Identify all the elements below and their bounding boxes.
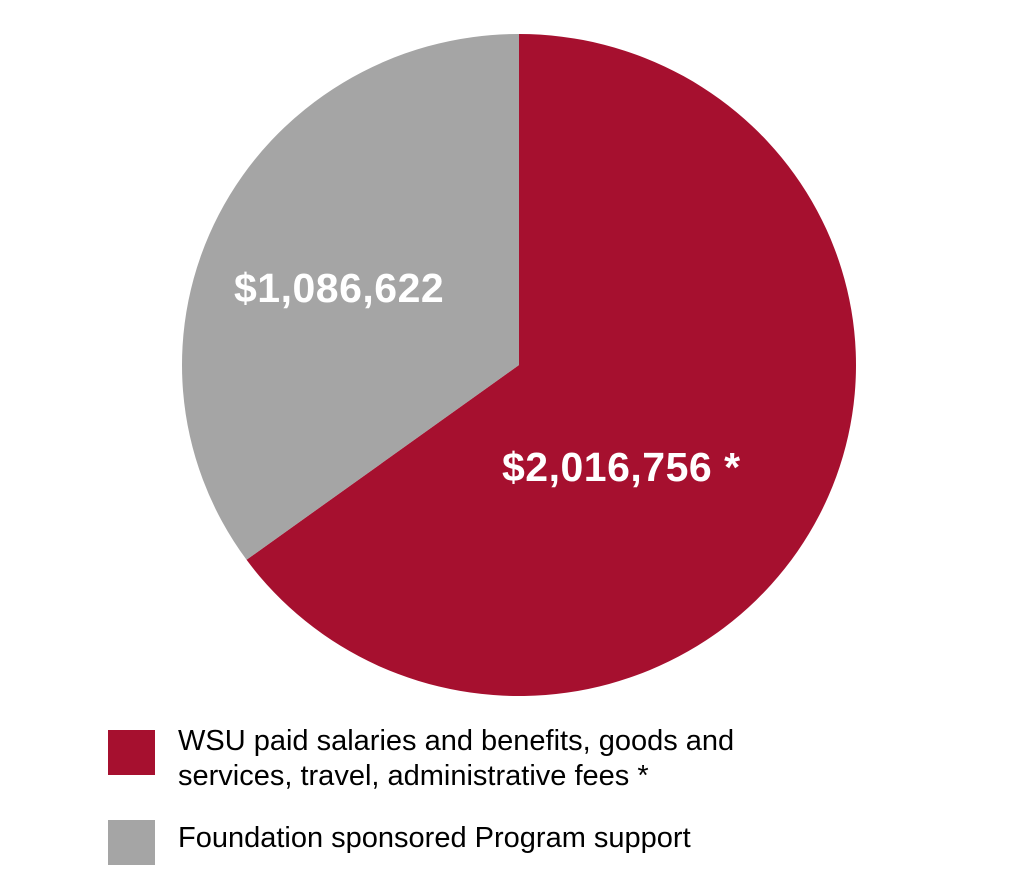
slice-value-foundation: $1,086,622 <box>234 265 445 311</box>
pie-slice-foundation-support <box>182 34 519 560</box>
pie-slice-wsu-paid <box>246 34 857 697</box>
slice-value-wsu: $2,016,756 * <box>502 444 741 490</box>
legend-item-wsu-paid: WSU paid salaries and benefits, goods an… <box>108 725 734 794</box>
legend-item-foundation: Foundation sponsored Program support <box>108 820 691 865</box>
legend-label-line-2: services, travel, administrative fees * <box>178 760 649 792</box>
legend-label-line-1: WSU paid salaries and benefits, goods an… <box>178 725 735 757</box>
legend-label: WSU paid salaries and benefits, goods an… <box>178 724 734 794</box>
legend-swatch-red <box>108 730 155 775</box>
legend-swatch-grey <box>108 820 155 865</box>
legend-label: Foundation sponsored Program support <box>178 822 691 854</box>
